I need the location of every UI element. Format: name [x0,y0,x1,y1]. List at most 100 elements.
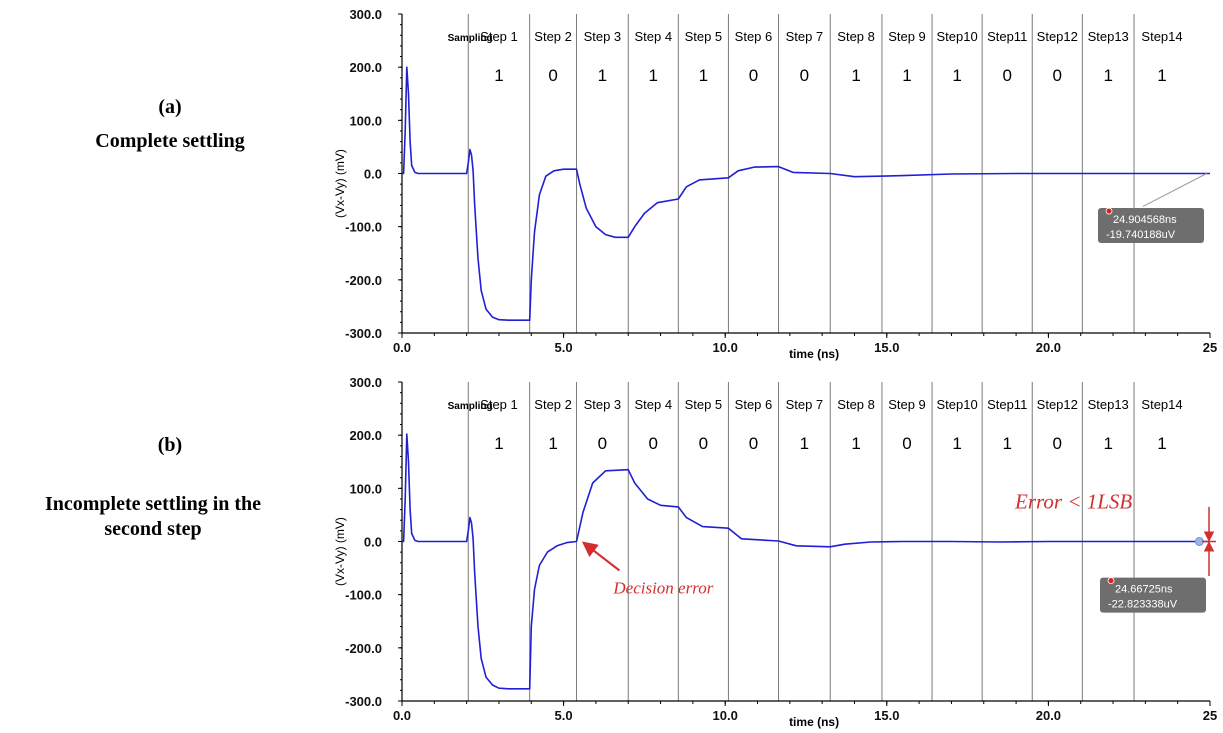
decision-error-label: Decision error [612,578,713,597]
x-tick-label: 5.0 [555,340,573,355]
marker-time: 24.904568ns [1113,214,1177,226]
bit-value: 0 [699,434,708,453]
bit-value: 1 [1103,66,1112,85]
y-tick-label: 300.0 [349,375,382,390]
bit-value: 0 [902,434,911,453]
bit-value: 1 [1157,66,1166,85]
x-tick-label: 15.0 [874,708,899,723]
bit-value: 0 [1053,66,1062,85]
bit-value: 1 [851,66,860,85]
bit-value: 0 [649,434,658,453]
x-tick-label: 15.0 [874,340,899,355]
y-tick-label: 300.0 [349,7,382,22]
bit-value: 1 [548,434,557,453]
x-tick-label: 20.0 [1036,708,1061,723]
step-label: Step13 [1088,397,1129,412]
bit-value: 1 [494,434,503,453]
step-label: Step10 [936,29,977,44]
marker-leader [1142,173,1207,207]
y-tick-label: -200.0 [345,641,382,656]
y-axis-label: (Vx-Vy) (mV) [333,517,347,586]
x-axis-label: time (ns) [789,715,839,729]
step-label: Step 5 [685,397,723,412]
panel-b-caption-line1: Incomplete settling in the [44,493,262,515]
step-label: Step 3 [584,29,622,44]
step-label: Step 9 [888,397,926,412]
step-label: Step 8 [837,29,875,44]
bit-value: 1 [1103,434,1112,453]
panel-a-caption: Complete settling [95,130,245,152]
y-tick-label: -300.0 [345,326,382,341]
step-label: Step 8 [837,397,875,412]
step-label: Step 3 [584,397,622,412]
panel-b-caption-line2: second step [104,518,202,540]
x-tick-label: 10.0 [713,708,738,723]
step-label: Step12 [1037,29,1078,44]
bit-value: 1 [1002,434,1011,453]
marker-dot [1105,207,1113,215]
step-label: Step14 [1141,397,1182,412]
waveform-line [402,433,1210,690]
bit-value: 0 [548,66,557,85]
bit-value: 1 [800,434,809,453]
step-label: Step 5 [685,29,723,44]
step-label: Step12 [1037,397,1078,412]
step-label: Step14 [1141,29,1182,44]
bit-value: 1 [494,66,503,85]
x-axis-label: time (ns) [789,347,839,361]
bit-value: 1 [598,66,607,85]
bit-value: 0 [749,66,758,85]
chart-panel-a [398,13,1211,338]
chart-panel-b [398,381,1216,706]
x-tick-label: 5.0 [555,708,573,723]
bit-value: 1 [851,434,860,453]
step-label: Step 2 [534,29,572,44]
x-tick-label: 0.0 [393,708,411,723]
y-tick-label: 100.0 [349,481,382,496]
decision-error-arrow [581,541,621,572]
marker-value: -22.823338uV [1108,599,1178,611]
step-label: Step 6 [735,397,773,412]
step-label: Step11 [987,397,1027,412]
x-tick-label: 0.0 [393,340,411,355]
y-tick-label: -200.0 [345,273,382,288]
step-label: Step13 [1088,29,1129,44]
y-tick-label: -100.0 [345,588,382,603]
marker-dot [1107,577,1115,585]
y-tick-label: 0.0 [364,535,382,550]
y-tick-label: -100.0 [345,220,382,235]
waveform-line [402,66,1210,321]
marker-readout-box [1100,577,1206,613]
y-tick-label: 200.0 [349,428,382,443]
bit-value: 1 [649,66,658,85]
bit-value: 0 [749,434,758,453]
step-label: Step 4 [634,29,672,44]
step-label: Step 7 [786,397,824,412]
marker-readout-box [1098,208,1204,244]
y-tick-label: -300.0 [345,694,382,709]
step-label: Step 7 [786,29,824,44]
x-tick-label: 20.0 [1036,340,1061,355]
step-label: Step 2 [534,397,572,412]
y-tick-label: 0.0 [364,167,382,182]
step-label: Sampling [448,401,493,412]
panel-a-label: (a) [158,96,182,118]
error-lsb-label: Error < 1LSB [1014,490,1132,514]
bit-value: 0 [800,66,809,85]
bit-value: 1 [902,66,911,85]
y-tick-label: 200.0 [349,60,382,75]
x-tick-label: 10.0 [713,340,738,355]
step-label: Step 1 [480,397,518,412]
step-label: Step 6 [735,29,773,44]
bit-value: 1 [699,66,708,85]
step-label: Step 9 [888,29,926,44]
step-label: Step 4 [634,397,672,412]
bit-value: 1 [952,66,961,85]
marker-time: 24.66725ns [1115,584,1173,596]
step-label: Step11 [987,29,1027,44]
step-label: Sampling [448,33,493,44]
panel-b-label: (b) [157,434,183,456]
x-tick-label: 25 [1203,708,1217,723]
bit-value: 0 [598,434,607,453]
